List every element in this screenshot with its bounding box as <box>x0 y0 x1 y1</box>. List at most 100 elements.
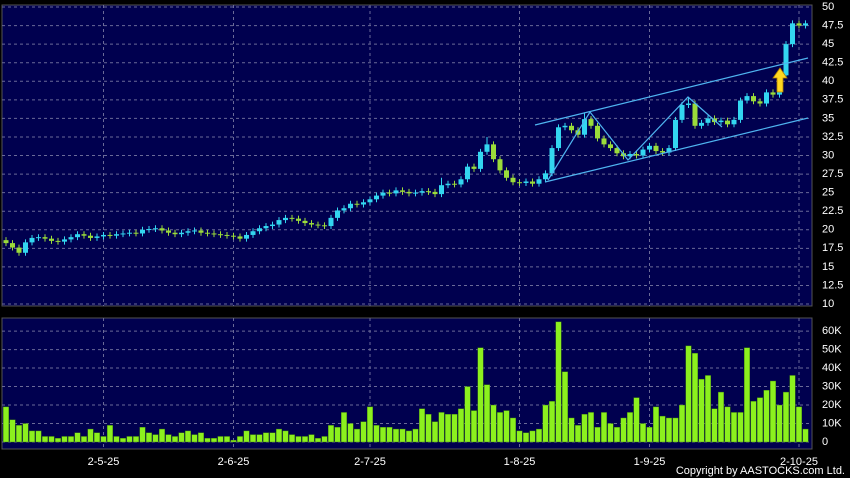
candle-body <box>296 218 301 221</box>
candle-body <box>127 232 132 234</box>
volume-bar <box>61 436 68 443</box>
volume-bar <box>197 432 204 443</box>
candle-body <box>627 154 633 157</box>
candle-body <box>393 190 399 194</box>
candle-body <box>302 220 308 224</box>
volume-bar <box>35 430 42 443</box>
y-tick-label: 45 <box>822 38 834 50</box>
trend-annotations <box>534 57 809 183</box>
y-tick-label: 37.5 <box>822 94 843 106</box>
x-tick-label: 1-9-25 <box>634 456 666 468</box>
candle-body <box>549 148 555 174</box>
volume-bar <box>724 406 731 443</box>
volume-bar <box>646 427 653 443</box>
candle-body <box>595 125 600 139</box>
volume-bar <box>386 427 393 443</box>
volume-bar <box>373 425 380 443</box>
volume-bar <box>464 386 471 443</box>
candle-body <box>406 191 412 194</box>
volume-bar <box>93 432 100 443</box>
candle-body <box>601 138 607 145</box>
volume-bar <box>640 423 647 443</box>
candle-body <box>10 243 15 248</box>
volume-bar <box>789 375 796 443</box>
volume-bar <box>503 410 510 443</box>
x-tick-label: 2-7-25 <box>354 456 386 468</box>
volume-bar <box>744 347 751 443</box>
volume-bar <box>145 432 152 443</box>
volume-bar <box>523 432 530 443</box>
volume-bar <box>425 414 432 443</box>
y-tick-label: 42.5 <box>822 57 843 69</box>
volume-bar <box>184 430 191 443</box>
volume-bar <box>575 425 582 443</box>
volume-bar <box>16 425 23 443</box>
volume-bar <box>497 412 504 443</box>
y-tick-label: 60K <box>822 325 842 337</box>
volume-bar <box>750 401 757 443</box>
candle-body <box>536 179 542 184</box>
volume-bar <box>217 436 224 443</box>
candle-body <box>166 230 171 233</box>
candle-body <box>738 100 743 120</box>
candle-body <box>94 236 100 238</box>
volume-bar <box>471 410 478 443</box>
volume-bar <box>653 406 660 443</box>
candle-body <box>484 144 490 152</box>
volume-bar <box>399 428 406 443</box>
volume-bar <box>802 428 809 443</box>
candle-body <box>42 237 48 239</box>
x-tick-label: 1-8-25 <box>504 456 536 468</box>
volume-bar <box>236 436 243 443</box>
volume-bar <box>87 428 94 443</box>
candle-body <box>686 103 691 106</box>
volume-bar <box>55 438 62 443</box>
candle-body <box>692 103 698 126</box>
candle-body <box>725 120 730 125</box>
volume-bar <box>223 436 230 443</box>
volume-bar <box>249 434 256 443</box>
candle-body <box>783 44 789 76</box>
volume-bar <box>614 427 621 443</box>
volume-bar <box>67 436 74 443</box>
candle-body <box>309 223 314 225</box>
volume-bar <box>315 438 322 443</box>
volume-bar <box>308 434 315 443</box>
volume-bar <box>139 427 146 443</box>
volume-bar <box>692 353 699 443</box>
candle-body <box>374 195 379 200</box>
candle-body <box>283 217 288 221</box>
volume-bar <box>243 430 250 443</box>
volume-bar <box>633 397 640 443</box>
candle-body <box>731 119 737 125</box>
volume-bar <box>302 436 309 443</box>
candle-body <box>764 92 769 104</box>
volume-bar <box>451 414 458 443</box>
volume-bar <box>549 401 556 443</box>
candle-body <box>367 199 373 203</box>
y-tick-label: 0 <box>822 436 828 448</box>
candle-body <box>465 166 470 180</box>
candle-body <box>653 145 659 152</box>
volume-bar <box>477 347 484 443</box>
volume-bar <box>3 406 9 443</box>
candle-body <box>510 177 516 183</box>
y-tick-label: 32.5 <box>822 131 843 143</box>
volume-bar <box>230 439 237 443</box>
candle-body <box>380 192 386 196</box>
candle-body <box>699 122 704 126</box>
y-tick-label: 25 <box>822 187 834 199</box>
volume-bar <box>210 438 217 443</box>
volume-bar <box>783 391 790 443</box>
candle-body <box>270 224 275 227</box>
candle-body <box>263 226 269 229</box>
volume-bar <box>555 321 562 443</box>
candle-body <box>75 234 80 238</box>
volume-bar <box>419 408 426 443</box>
volume-bar <box>80 436 87 443</box>
volume-bar <box>412 428 419 443</box>
volume-bar <box>594 427 601 443</box>
volume-bar <box>731 412 738 443</box>
y-tick-label: 40 <box>822 75 834 87</box>
